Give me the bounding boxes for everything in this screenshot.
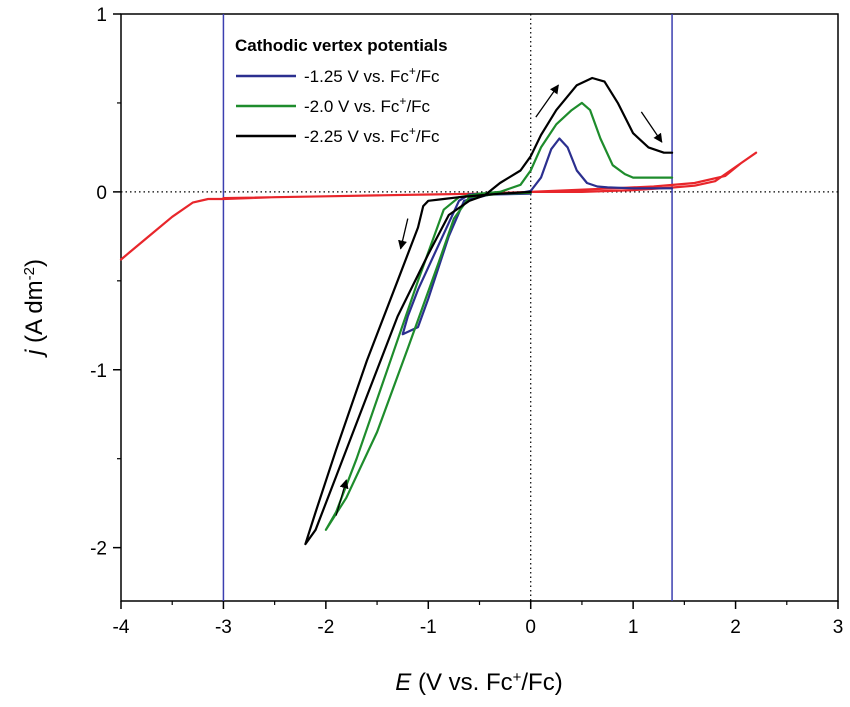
legend-label-1-sup: + <box>409 64 416 78</box>
y-tick-label-4: 1 <box>96 5 107 26</box>
legend-label-3-suffix: /Fc <box>416 127 440 146</box>
direction-arrow-3 <box>398 218 409 250</box>
x-axis-tail: /Fc) <box>521 669 562 696</box>
x-axis: -4 -3 -2 -1 0 1 2 3 <box>113 601 844 638</box>
y-axis: -2 -1 0 1 <box>90 5 121 560</box>
legend-label-1-prefix: -1.25 V vs. Fc <box>304 67 409 86</box>
x-tick-label-5: 0 <box>525 617 536 638</box>
legend-label-3: -2.25 V vs. Fc+/Fc <box>304 124 440 146</box>
reference-lines <box>121 14 838 601</box>
annotation-arrows <box>335 84 663 516</box>
plot-frame <box>120 13 839 602</box>
x-tick-label-8: 3 <box>833 617 844 638</box>
y-axis-sup: -2 <box>21 267 38 280</box>
y-axis-tail: ) <box>21 259 48 267</box>
series-line-1 <box>119 151 758 261</box>
direction-arrow-4 <box>335 479 349 516</box>
plot-area <box>119 13 839 602</box>
x-axis-sup: + <box>513 669 522 686</box>
x-tick-label-1: -4 <box>113 617 130 638</box>
x-axis-text: (V vs. Fc <box>411 669 512 696</box>
direction-arrow-2 <box>640 111 663 143</box>
y-axis-symbol: j <box>21 349 48 358</box>
legend: Cathodic vertex potentials -1.25 V vs. F… <box>235 36 448 146</box>
legend-label-3-prefix: -2.25 V vs. Fc <box>304 127 409 146</box>
legend-label-2-sup: + <box>399 94 406 108</box>
x-tick-label-7: 2 <box>730 617 741 638</box>
x-tick-label-2: -3 <box>215 617 232 638</box>
y-tick-label-3: 0 <box>96 183 107 204</box>
x-tick-label-3: -2 <box>317 617 334 638</box>
y-tick-label-1: -2 <box>90 539 107 560</box>
legend-label-2-suffix: /Fc <box>406 97 430 116</box>
legend-label-1-suffix: /Fc <box>416 67 440 86</box>
series-layer <box>119 76 758 546</box>
y-axis-title: j (A dm-2) <box>21 259 49 358</box>
y-tick-label-2: -1 <box>90 361 107 382</box>
legend-title: Cathodic vertex potentials <box>235 36 448 55</box>
legend-label-1: -1.25 V vs. Fc+/Fc <box>304 64 440 86</box>
series-line-4 <box>304 76 674 546</box>
x-tick-label-4: -1 <box>420 617 437 638</box>
direction-arrow-1 <box>535 84 559 118</box>
y-axis-text: (A dm <box>21 280 48 349</box>
x-axis-title: E (V vs. Fc+/Fc) <box>395 669 562 697</box>
x-axis-symbol: E <box>395 669 412 696</box>
x-tick-label-6: 1 <box>628 617 639 638</box>
legend-label-2: -2.0 V vs. Fc+/Fc <box>304 94 431 116</box>
legend-label-2-prefix: -2.0 V vs. Fc <box>304 97 400 116</box>
legend-label-3-sup: + <box>409 124 416 138</box>
